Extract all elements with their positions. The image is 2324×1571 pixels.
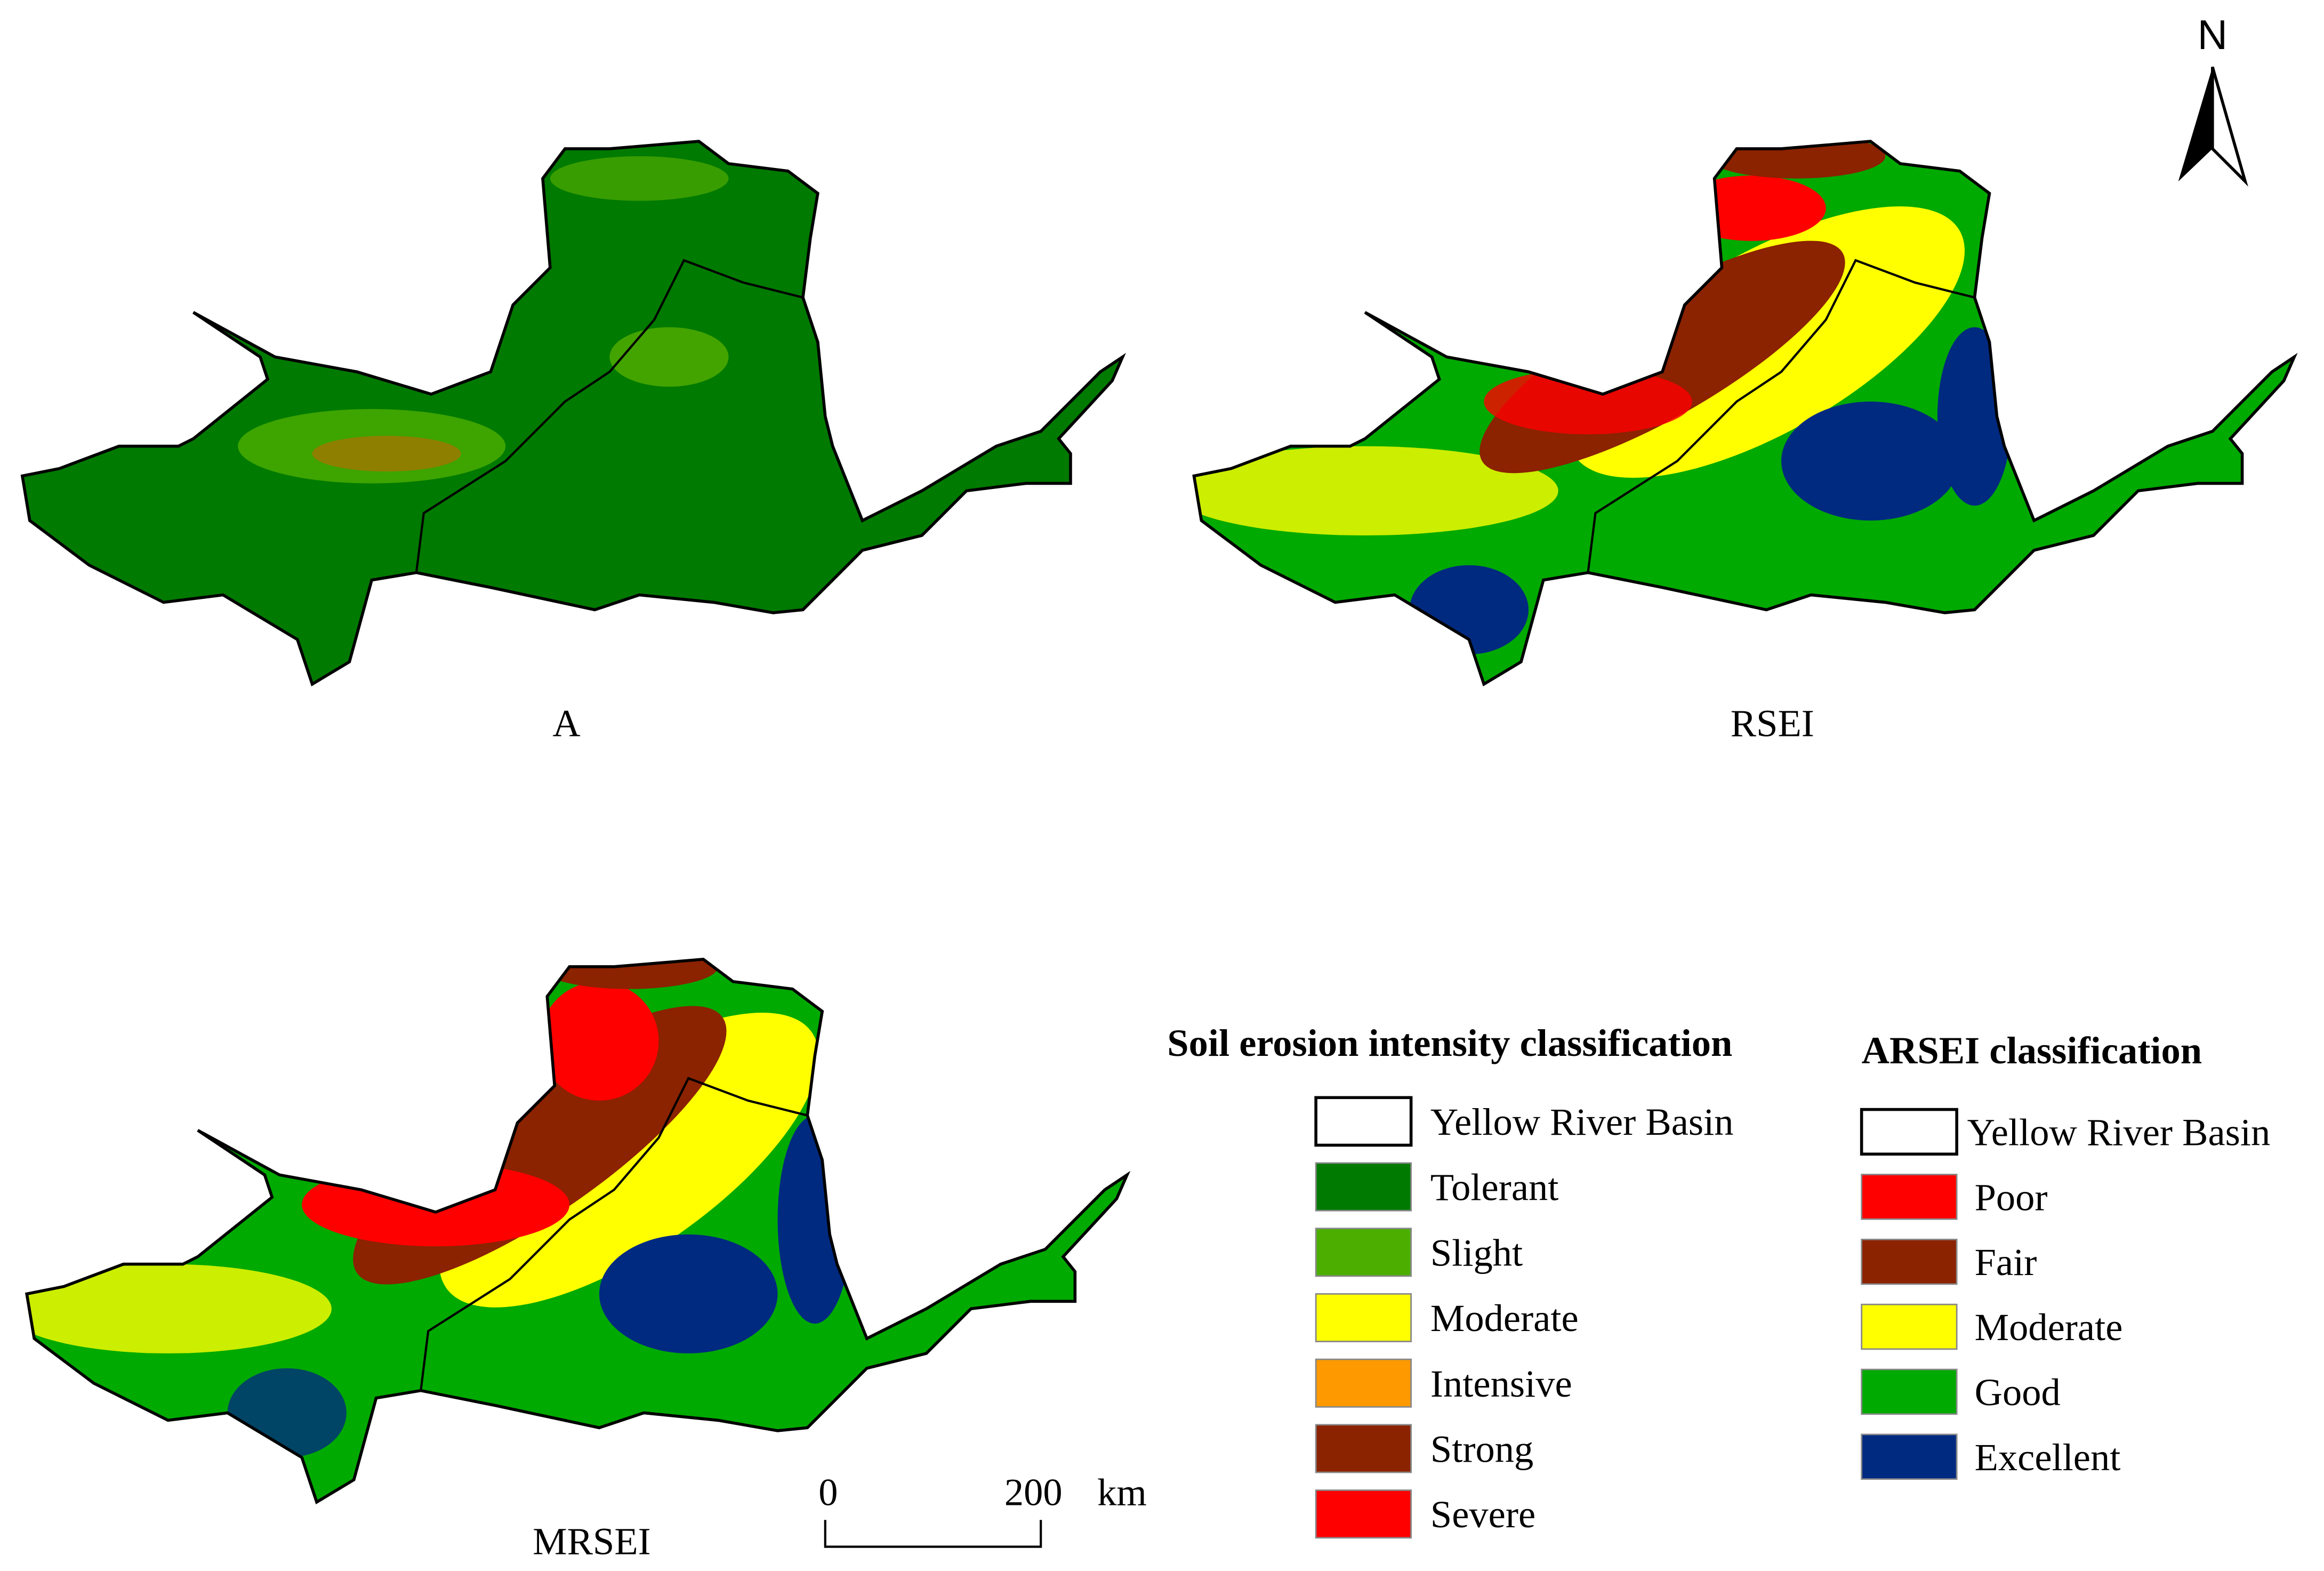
arrow-half	[2211, 66, 2248, 187]
north-arrow: N	[2178, 11, 2248, 187]
scale-bar: 0 200 km	[818, 1470, 1147, 1548]
legend-label: Yellow River Basin	[1967, 1110, 2271, 1153]
legend-swatch	[1861, 1303, 1958, 1350]
legend-swatch	[1861, 1433, 1958, 1480]
legend-swatch	[1860, 1108, 1958, 1156]
panel-label: RSEI	[1731, 702, 1814, 745]
panel-label: MRSEI	[533, 1519, 651, 1562]
legend-swatch	[1315, 1293, 1412, 1343]
north-label: N	[2198, 11, 2227, 58]
legend-swatch	[1861, 1238, 1958, 1285]
legends: Soil erosion intensity classification Yel…	[1167, 1021, 2271, 1539]
legend-label: Moderate	[1430, 1296, 1579, 1340]
legend-swatch	[1861, 1368, 1958, 1415]
scale-start: 0	[818, 1470, 838, 1513]
legend-swatch	[1315, 1228, 1412, 1277]
legend-swatch	[1314, 1096, 1413, 1147]
legend-swatch	[1315, 1358, 1412, 1408]
legend-label: Yellow River Basin	[1430, 1100, 1734, 1143]
legend-label: Slight	[1430, 1231, 1523, 1274]
legend-label: Intensive	[1430, 1362, 1572, 1405]
map-a	[0, 119, 1130, 699]
scale-unit: km	[1097, 1470, 1147, 1513]
legend-swatch	[1861, 1174, 1958, 1220]
legend-label: Poor	[1975, 1175, 2048, 1219]
legend-label: Excellent	[1975, 1436, 2121, 1479]
map-rsei	[1172, 119, 2302, 699]
legend-label: Tolerant	[1430, 1166, 1559, 1209]
legend-label: Strong	[1430, 1428, 1533, 1471]
legend-label: Good	[1975, 1370, 2061, 1414]
legend-title: Soil erosion intensity classification	[1167, 1021, 1732, 1064]
legend-label: Fair	[1975, 1240, 2037, 1284]
legend-title: ARSEI classification	[1862, 1029, 2202, 1072]
arrow-half	[2178, 67, 2213, 182]
map-mrsei	[4, 937, 1135, 1517]
legend-swatch	[1315, 1424, 1412, 1473]
legend-swatch	[1315, 1162, 1412, 1212]
legend-label: Moderate	[1975, 1305, 2123, 1349]
scale-end: 200	[1004, 1470, 1063, 1513]
legend-swatch	[1315, 1489, 1412, 1539]
panel-label: A	[552, 702, 580, 745]
legend-label: Severe	[1430, 1493, 1535, 1536]
